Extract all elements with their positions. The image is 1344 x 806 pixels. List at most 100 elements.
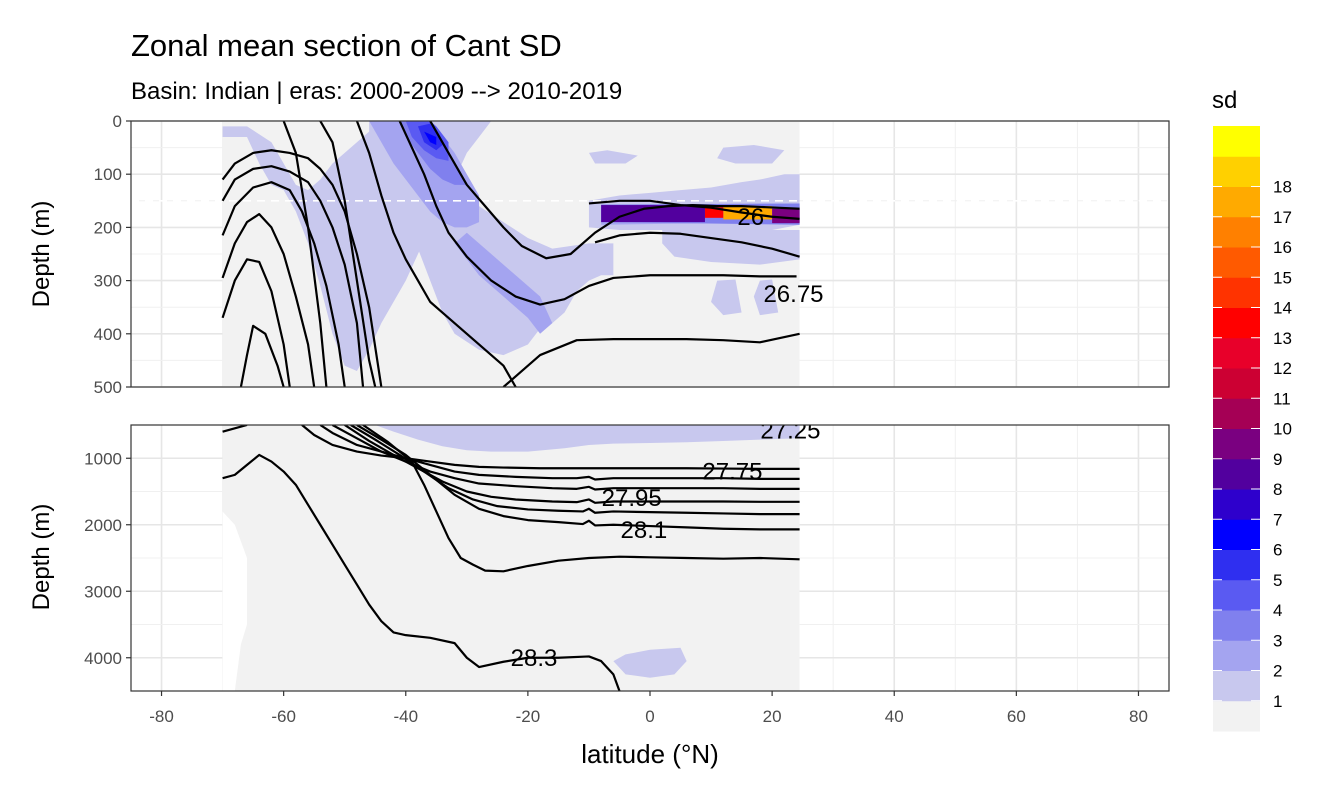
- upper-sd-hotspot: [772, 208, 800, 224]
- legend-color-swatch: [1213, 126, 1260, 157]
- legend-level-label: 16: [1273, 238, 1292, 257]
- upper-sd-fill-region: [454, 232, 553, 334]
- upper-data-layer: 26 26.75: [131, 121, 1169, 387]
- legend-level-label: 1: [1273, 692, 1282, 711]
- lower-contour-label: 28.3: [511, 645, 558, 672]
- legend-color-swatch: [1213, 519, 1260, 550]
- upper-y-tick-label: 100: [94, 165, 122, 184]
- lower-sd-fill-region: [613, 647, 687, 678]
- lower-isopycnal-line: [362, 425, 800, 573]
- lower-isopycnal-line: [301, 425, 800, 470]
- upper-y-tick-label: 200: [94, 218, 122, 237]
- upper-y-tick-label: 0: [113, 112, 122, 131]
- x-tick-label: 60: [1007, 707, 1026, 726]
- lower-y-tick-label: 1000: [84, 449, 122, 468]
- legend-color-swatch: [1213, 186, 1260, 218]
- x-tick-label: -40: [393, 707, 418, 726]
- upper-isopycnal-line: [239, 324, 285, 387]
- x-tick-label: 40: [885, 707, 904, 726]
- upper-isopycnal-line: [398, 121, 797, 306]
- upper-isopycnal-line: [221, 149, 383, 387]
- x-tick-label: 80: [1129, 707, 1148, 726]
- upper-sd-fill-region: [662, 230, 800, 265]
- upper-sd-fill-region: [424, 131, 437, 145]
- upper-contour-label: 26.75: [763, 281, 823, 308]
- upper-sd-hotspot: [601, 205, 705, 223]
- upper-isopycnal-line: [221, 181, 346, 387]
- legend-level-label: 12: [1273, 359, 1292, 378]
- lower-contour-label: 27.25: [760, 417, 820, 444]
- lower-contour-label: 28.1: [621, 517, 668, 544]
- upper-sd-fill-region: [717, 144, 785, 164]
- legend-level-label: 17: [1273, 208, 1292, 227]
- upper-isopycnal-line: [429, 121, 800, 260]
- legend-level-label: 3: [1273, 631, 1282, 650]
- upper-sd-fill-region: [753, 279, 779, 316]
- x-tick-label: -20: [516, 707, 541, 726]
- lower-y-tick-label: 2000: [84, 516, 122, 535]
- lower-isopycnal-line: [222, 453, 621, 691]
- upper-sd-hotspot: [704, 207, 724, 218]
- legend-color-swatch: [1213, 458, 1260, 490]
- upper-isopycnal-line: [502, 332, 800, 387]
- upper-y-tick-label: 400: [94, 325, 122, 344]
- x-tick-label: 20: [763, 707, 782, 726]
- legend-color-swatch: [1213, 670, 1260, 702]
- lower-sd-fill-region: [375, 425, 800, 452]
- upper-y-tick-label: 300: [94, 272, 122, 291]
- upper-isopycnal-line: [319, 121, 377, 387]
- y-axis-label-lower: Depth (m): [28, 504, 55, 611]
- legend-color-swatch: [1213, 700, 1260, 732]
- legend-level-label: 5: [1273, 571, 1282, 590]
- lower-land-mask: [222, 425, 248, 691]
- legend-color-swatch: [1213, 368, 1260, 399]
- upper-panel: 26 26.75 0 100 200 300 400 500: [94, 112, 1170, 397]
- legend-level-label: 4: [1273, 601, 1282, 620]
- upper-isopycnal-line: [594, 231, 800, 258]
- legend-color-swatch: [1213, 428, 1260, 460]
- lower-isopycnal-line: [356, 425, 800, 531]
- x-tick-label: -80: [149, 707, 174, 726]
- x-axis-label: latitude (°N): [581, 739, 719, 769]
- legend-color-swatch: [1213, 579, 1260, 611]
- legend-level-label: 7: [1273, 510, 1282, 529]
- upper-isopycnal-line: [221, 258, 291, 387]
- legend-title: sd: [1212, 87, 1237, 114]
- legend-color-swatch: [1213, 489, 1260, 520]
- legend-color-swatch: [1213, 640, 1260, 671]
- legend-color-swatch: [1213, 277, 1260, 308]
- legend-level-label: 8: [1273, 480, 1282, 499]
- legend-color-swatch: [1213, 610, 1260, 641]
- lower-y-tick-label: 4000: [84, 649, 122, 668]
- legend-color-swatch: [1213, 307, 1260, 339]
- x-tick-label: 0: [645, 707, 654, 726]
- x-tick-label: -60: [271, 707, 296, 726]
- lower-contour-label: 27.75: [702, 459, 762, 486]
- upper-isopycnal-line: [221, 213, 316, 387]
- legend-level-label: 6: [1273, 541, 1282, 560]
- upper-sd-fill-region: [588, 150, 638, 164]
- lower-isopycnal-line: [222, 425, 248, 433]
- legend-color-swatch: [1213, 247, 1260, 278]
- legend-level-label: 2: [1273, 662, 1282, 681]
- legend-level-label: 13: [1273, 329, 1292, 348]
- upper-panel-border: [130, 120, 1170, 388]
- legend-level-label: 11: [1273, 389, 1291, 408]
- legend-color-swatch: [1213, 549, 1260, 581]
- upper-isopycnal-line: [282, 121, 328, 387]
- legend-level-label: 18: [1273, 178, 1292, 197]
- y-axis-label-upper: Depth (m): [28, 201, 55, 308]
- legend-color-swatch: [1213, 337, 1260, 369]
- upper-sd-fill-region: [711, 279, 742, 316]
- upper-y-tick-label: 500: [94, 378, 122, 397]
- legend-color-swatch: [1213, 398, 1260, 429]
- lower-contour-label: 27.95: [602, 485, 662, 512]
- lower-y-tick-label: 3000: [84, 582, 122, 601]
- upper-contour-label: 26: [737, 204, 764, 231]
- upper-isopycnal-line: [588, 199, 800, 220]
- legend-color-swatch: [1213, 156, 1260, 187]
- lower-data-layer: 27.25 27.75 27.95 28.1 28.3: [222, 417, 820, 691]
- lower-isopycnal-line: [350, 425, 800, 516]
- legend-level-label: 9: [1273, 450, 1282, 469]
